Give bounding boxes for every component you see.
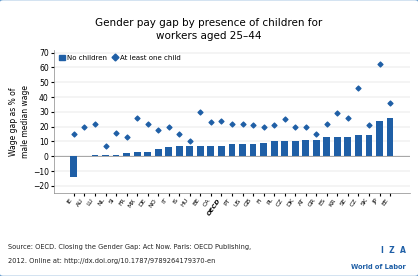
Bar [334, 137, 341, 156]
Bar [112, 155, 120, 156]
Point [366, 123, 372, 127]
Text: 2012. Online at: http://dx.doi.org/10.1787/9789264179370-en: 2012. Online at: http://dx.doi.org/10.17… [8, 258, 216, 264]
Bar [355, 136, 362, 156]
Point [166, 124, 172, 129]
Bar [302, 140, 309, 156]
Bar [123, 153, 130, 156]
Bar [207, 146, 214, 156]
Bar [239, 144, 246, 156]
Point [102, 144, 109, 148]
Bar [271, 141, 278, 156]
Bar [281, 141, 288, 156]
Bar [92, 155, 98, 156]
Point [197, 110, 204, 114]
Point [271, 123, 278, 127]
Point [186, 139, 193, 144]
Point [334, 111, 341, 116]
Bar [166, 147, 172, 156]
Legend: No children, At least one child: No children, At least one child [58, 53, 182, 62]
Bar [387, 118, 393, 156]
Point [387, 101, 393, 105]
Point [218, 118, 225, 123]
Point [92, 121, 98, 126]
Bar [197, 146, 204, 156]
Point [281, 117, 288, 121]
Bar [366, 136, 372, 156]
Point [144, 121, 151, 126]
Point [123, 135, 130, 139]
Bar [71, 156, 77, 177]
Point [313, 132, 320, 136]
Point [155, 127, 162, 132]
Bar [313, 140, 320, 156]
Bar [176, 146, 183, 156]
Point [302, 124, 309, 129]
Point [229, 121, 235, 126]
Bar [292, 141, 298, 156]
Point [71, 132, 77, 136]
Point [344, 116, 351, 120]
Bar [376, 121, 383, 156]
Bar [250, 144, 257, 156]
Point [355, 86, 362, 90]
Point [250, 123, 256, 127]
Bar [186, 146, 193, 156]
Point [239, 121, 246, 126]
Y-axis label: Wage gap as % of
male median wage: Wage gap as % of male median wage [9, 85, 30, 158]
Point [260, 124, 267, 129]
Bar [218, 146, 225, 156]
Text: World of Labor: World of Labor [351, 264, 405, 270]
Point [134, 116, 140, 120]
Point [81, 124, 88, 129]
Text: I  Z  A: I Z A [380, 246, 405, 255]
Bar [134, 152, 140, 156]
Bar [260, 143, 267, 156]
Point [376, 62, 383, 67]
Point [176, 132, 183, 136]
Text: Source: OECD. Closing the Gender Gap: Act Now. Paris: OECD Publishing,: Source: OECD. Closing the Gender Gap: Ac… [8, 244, 252, 250]
Bar [229, 144, 235, 156]
Point [292, 124, 298, 129]
Bar [102, 155, 109, 156]
Text: Gender pay gap by presence of children for
workers aged 25–44: Gender pay gap by presence of children f… [95, 18, 323, 41]
Bar [324, 137, 330, 156]
Bar [155, 149, 162, 156]
Bar [144, 152, 151, 156]
Bar [344, 137, 352, 156]
Point [324, 121, 330, 126]
Point [113, 130, 120, 135]
Point [208, 120, 214, 124]
